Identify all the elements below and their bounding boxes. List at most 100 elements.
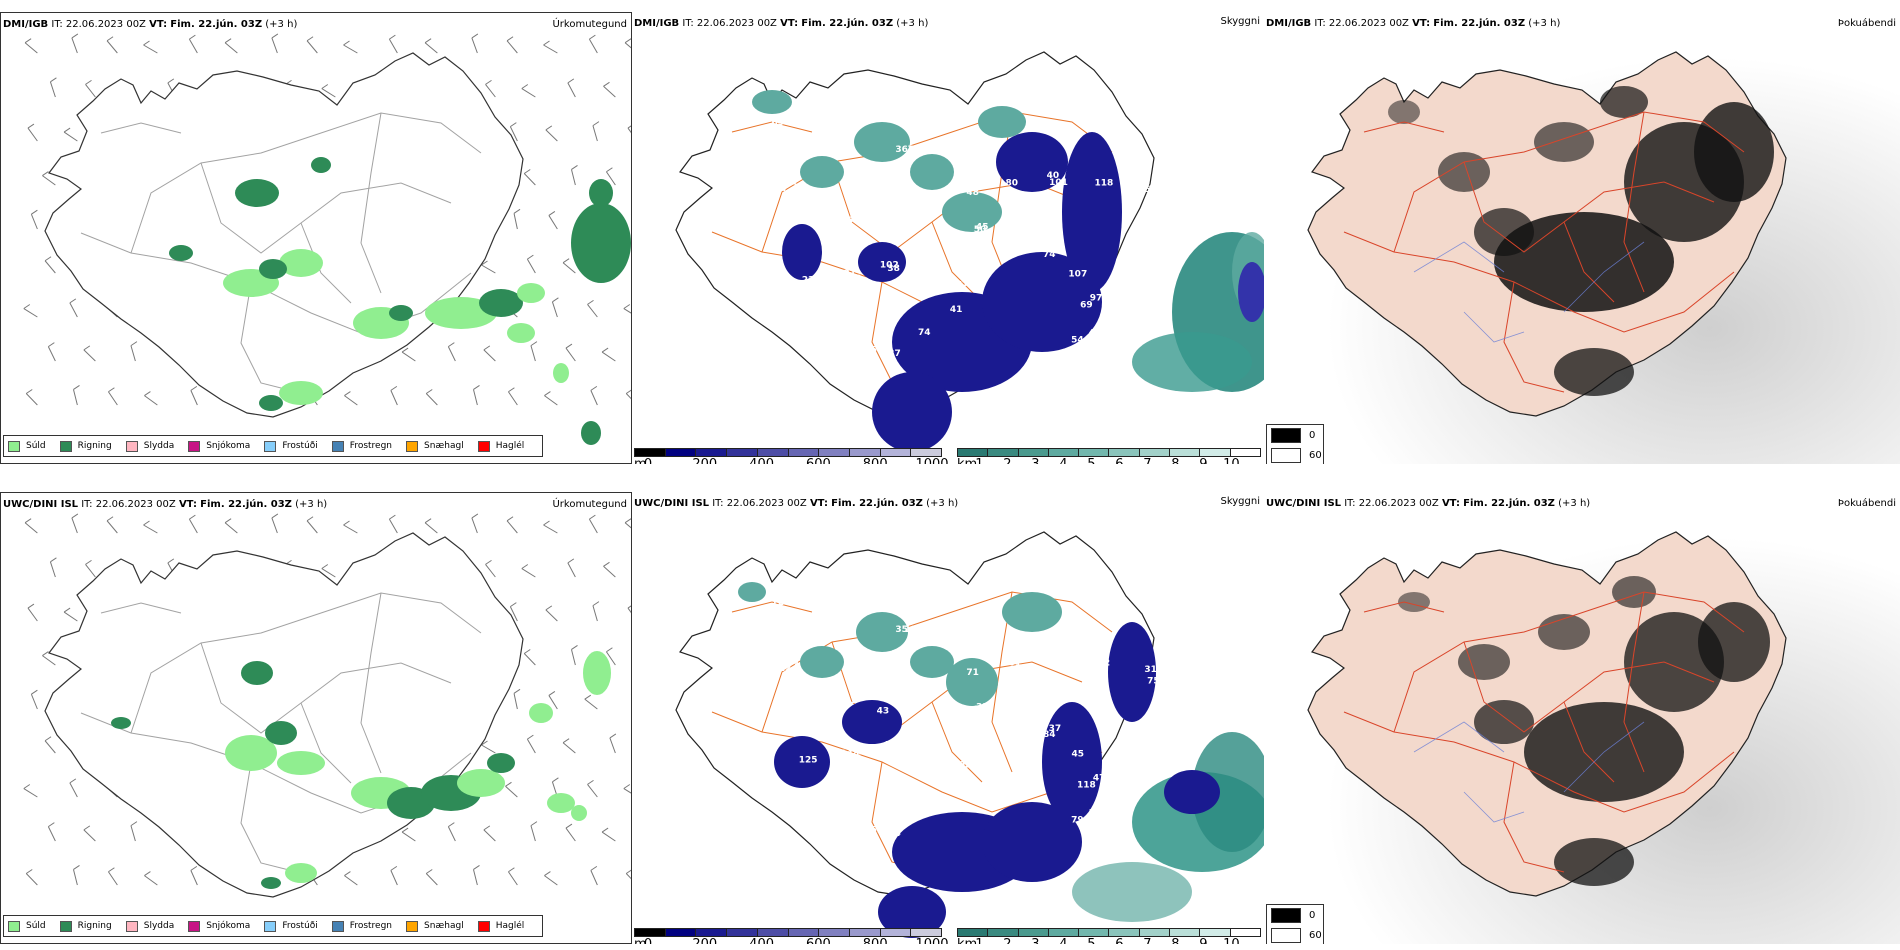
cloudbase-value: 116 <box>802 203 821 213</box>
colorbar-tick-label: 800 <box>863 937 888 944</box>
cloudbase-value: 125 <box>1144 196 1163 206</box>
precip-legend-item: Snjókoma <box>188 920 250 932</box>
legend-label: Haglél <box>495 921 525 931</box>
precip-panel-bottom: UWC/DINI ISL IT: 22.06.2023 00Z VT: Fim.… <box>0 492 632 944</box>
cloudbase-value: 85 <box>941 123 954 133</box>
colorbar-tick-label: 3 <box>1031 937 1039 944</box>
cloudbase-value: 28 <box>829 361 842 371</box>
sea-visibility <box>1132 232 1264 392</box>
cloudbase-value: 31 <box>843 269 856 279</box>
precip-areas <box>169 157 631 445</box>
cloudbase-value: 46 <box>1089 329 1102 339</box>
cloudbase-value: 45 <box>1072 749 1085 759</box>
cloudbase-value: 36 <box>849 754 862 764</box>
cloudbase-value: 37 <box>829 841 842 851</box>
legend-swatch <box>331 440 344 452</box>
iceland-outline <box>44 532 524 898</box>
precip-legend-item: Rigning <box>59 440 112 452</box>
colorbar-cell <box>788 449 820 456</box>
legend-label: Frostúði <box>282 921 318 931</box>
cloudbase-value: 74 <box>1043 250 1056 260</box>
legend-swatch <box>477 920 490 932</box>
colorbar-tick-label: 6 <box>1115 937 1123 944</box>
fog-title: Þokuábendi <box>1837 498 1896 509</box>
colorbar-tick-label: 4 <box>1059 937 1067 944</box>
legend-swatch <box>264 920 277 932</box>
legend-swatch <box>59 920 72 932</box>
colorbar-tick-label: 9 <box>1199 457 1207 464</box>
cloudbase-value: 84 <box>752 267 765 277</box>
cloudbase-value: 107 <box>1068 269 1087 279</box>
legend-swatch <box>1271 927 1301 943</box>
cloudbase-value: 62 <box>870 825 883 835</box>
cloudbase-value: 102 <box>880 261 899 271</box>
legend-swatch <box>59 440 72 452</box>
legend-label: Slydda <box>143 441 175 451</box>
cloudbase-value: 42 <box>765 633 778 643</box>
cloudbase-value: 44 <box>1049 244 1062 254</box>
sea-visibility <box>1072 732 1264 922</box>
legend-swatch <box>8 440 20 452</box>
cloudbase-value: 85 <box>1052 658 1065 668</box>
legend-swatch <box>406 920 419 932</box>
cloudbase-value: 22 <box>802 276 815 286</box>
legend-swatch <box>406 440 419 452</box>
colorbar-cell <box>880 929 912 936</box>
cloudbase-value: 40 <box>892 194 905 204</box>
colorbar-tick-label: 8 <box>1171 937 1179 944</box>
colorbar-cell <box>788 929 820 936</box>
colorbar-tick-label: 4 <box>1059 457 1067 464</box>
cloudbase-value: 101 <box>915 808 934 818</box>
cloudbase-areas <box>752 90 1122 452</box>
colorbar-cell <box>665 449 697 456</box>
precip-legend: Súld Rigning Slydda Snjókoma Frostúði Frostre… <box>3 435 544 457</box>
colorbar-cell <box>696 449 728 456</box>
legend-swatch <box>1271 907 1301 923</box>
cloudbase-value: 136 <box>1010 566 1029 576</box>
rivers <box>1413 721 1645 823</box>
legend-swatch <box>264 440 277 452</box>
legend-label: Haglél <box>495 441 525 451</box>
iceland-outline <box>44 52 524 418</box>
legend-swatch <box>188 920 201 932</box>
panel-title: UWC/DINI ISL IT: 22.06.2023 00Z VT: Fim.… <box>1266 498 1591 509</box>
cloudbase-value: 85 <box>1013 232 1026 242</box>
cloudbase-value: 67 <box>870 345 883 355</box>
legend-swatch <box>331 920 344 932</box>
legend-swatch <box>1271 427 1301 443</box>
precip-legend-item: Haglél <box>477 920 525 932</box>
colorbar-tick-label: 1 <box>975 457 983 464</box>
cloud-map-top: 50 31 85 54 55 101 67 39 74 84 140 77 61 125 102 78 69 88… <box>675 51 1264 452</box>
legend-swatch <box>125 920 138 932</box>
colorbar-cell <box>958 929 989 936</box>
cloudbase-value: 101 <box>1002 658 1021 668</box>
cloudbase-value: 40 <box>965 280 978 290</box>
cloudbase-value: 54 <box>1071 336 1084 346</box>
cloudbase-value: 80 <box>1005 178 1018 188</box>
cloudbase-value-labels: 50 31 85 54 55 101 67 39 74 84 140 77 61 125 102 78 69 88… <box>702 86 1162 372</box>
cloudbase-value: 79 <box>1071 816 1084 826</box>
colorbar-tick-label: 5 <box>1087 457 1095 464</box>
panel-title: UWC/DINI ISL IT: 22.06.2023 00Z VT: Fim.… <box>3 499 328 510</box>
precip-legend-item: Frostregn <box>331 920 392 932</box>
colorbar-tick-label: 600 <box>806 457 831 464</box>
colorbar-tick-label: 1 <box>975 937 983 944</box>
panel-title: UWC/DINI ISL IT: 22.06.2023 00Z VT: Fim.… <box>634 498 959 509</box>
cloudbase-value: 25 <box>974 705 987 715</box>
colorbar-cell <box>988 929 1019 936</box>
panel-title: DMI/IGB IT: 22.06.2023 00Z VT: Fim. 22.j… <box>1266 18 1561 29</box>
colorbar-ticks: m0 200 400 600 800 1000 <box>634 457 949 464</box>
cloudbase-value: 37 <box>1049 724 1062 734</box>
cloudbase-value: 88 <box>877 226 890 236</box>
colorbar-cell <box>1139 929 1171 936</box>
colorbar-cell <box>1079 449 1110 456</box>
cloudbase-value: 53 <box>957 737 970 747</box>
colorbar-cell <box>1230 929 1260 936</box>
colorbar-cell <box>665 929 697 936</box>
cloudbase-value: 138 <box>905 625 924 635</box>
precip-legend-item: Frostregn <box>331 440 392 452</box>
fog-legend: 0 60 <box>1266 904 1324 944</box>
legend-label: Snæhagl <box>424 441 464 451</box>
colorbar-tick-label: 5 <box>1087 937 1095 944</box>
legend-label: 0 <box>1309 909 1316 921</box>
